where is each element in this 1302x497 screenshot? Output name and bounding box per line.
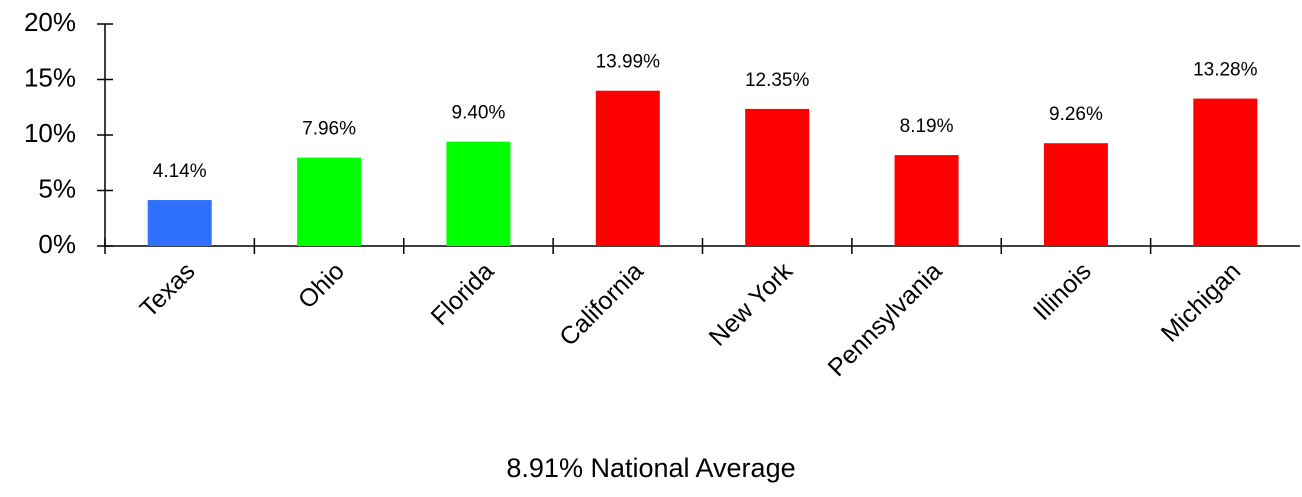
x-tick-label: Ohio <box>293 257 350 314</box>
x-tick-label: Illinois <box>1028 257 1097 326</box>
value-label: 4.14% <box>153 161 207 182</box>
value-label: 12.35% <box>745 70 810 91</box>
x-tick-label: Pennsylvania <box>823 257 948 382</box>
value-label: 13.99% <box>596 52 661 73</box>
bar <box>1193 98 1258 246</box>
x-tick-label: Texas <box>135 257 201 323</box>
value-label: 8.19% <box>900 116 954 137</box>
bar <box>1043 143 1108 246</box>
y-tick-label: 15% <box>24 62 76 92</box>
bar <box>894 155 959 246</box>
bar <box>745 108 810 246</box>
bar <box>147 200 212 246</box>
x-tick-label: New York <box>704 257 799 352</box>
value-label: 13.28% <box>1193 60 1258 81</box>
y-tick-label: 0% <box>38 229 76 259</box>
x-tick-label: Michigan <box>1156 257 1247 348</box>
x-tick-label: California <box>554 257 649 352</box>
value-label: 7.96% <box>302 119 356 140</box>
value-label: 9.40% <box>452 103 506 124</box>
bar <box>595 90 660 246</box>
annotation: 8.91% National Average <box>506 453 795 483</box>
y-tick-label: 20% <box>24 7 76 37</box>
y-tick-label: 5% <box>38 173 76 203</box>
y-tick-label: 10% <box>24 118 76 148</box>
x-tick-label: Florida <box>426 257 500 331</box>
value-label: 9.26% <box>1049 104 1103 125</box>
bar <box>446 141 511 246</box>
bar <box>297 157 362 246</box>
